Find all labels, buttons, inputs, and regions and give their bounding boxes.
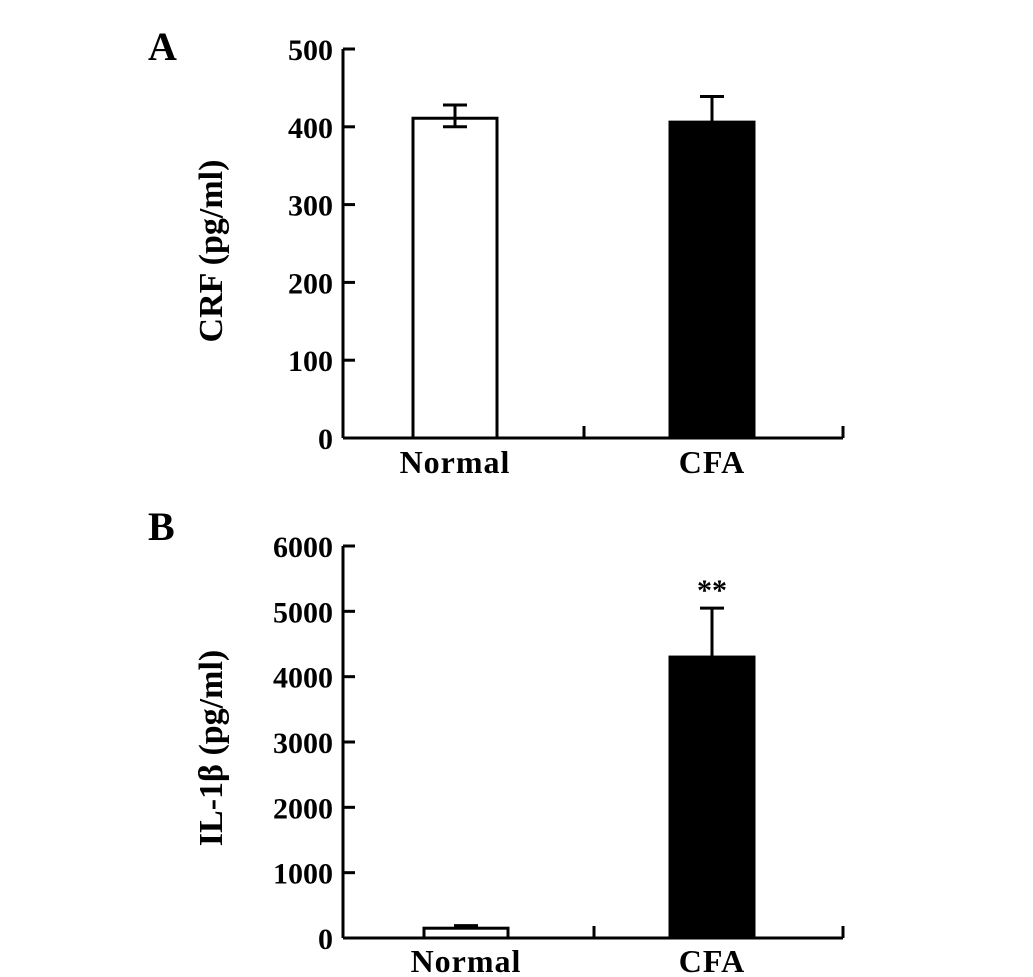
y-tick-label: 3000 bbox=[273, 727, 333, 760]
x-category-label: CFA bbox=[679, 943, 745, 977]
panel-label-a: A bbox=[148, 24, 177, 69]
y-tick-label: 100 bbox=[288, 345, 333, 378]
y-tick-label: 2000 bbox=[273, 792, 333, 825]
significance-annotation: ** bbox=[697, 574, 727, 607]
y-tick-label: 0 bbox=[318, 923, 333, 956]
bar-cfa bbox=[668, 120, 756, 440]
chart-panel-b: B IL-1β (pg/ml) 0 1000 2000 3000 4000 5000 600… bbox=[148, 504, 845, 977]
y-tick-label: 6000 bbox=[273, 531, 333, 564]
bar-cfa bbox=[668, 655, 756, 940]
bar-normal bbox=[422, 926, 510, 940]
plot-area-b: 0 1000 2000 3000 4000 5000 6000 Normal ** CFA bbox=[273, 531, 845, 977]
y-tick-label: 5000 bbox=[273, 596, 333, 629]
plot-area-a: 0 100 200 300 400 500 Normal CFA bbox=[288, 34, 845, 480]
panel-label-b: B bbox=[148, 504, 175, 549]
y-tick-label: 1000 bbox=[273, 858, 333, 891]
y-tick-label: 0 bbox=[318, 423, 333, 456]
y-tick-label: 4000 bbox=[273, 662, 333, 695]
y-axis-label-b: IL-1β (pg/ml) bbox=[193, 650, 230, 846]
x-category-label: CFA bbox=[679, 444, 745, 480]
bar-normal bbox=[411, 116, 499, 440]
x-category-label: Normal bbox=[400, 444, 511, 480]
y-tick-label: 400 bbox=[288, 112, 333, 145]
y-tick-label: 500 bbox=[288, 34, 333, 67]
y-tick-label: 200 bbox=[288, 267, 333, 300]
x-category-label: Normal bbox=[411, 943, 522, 977]
chart-panel-a: A CRF (pg/ml) 0 100 200 300 400 500 Normal CFA bbox=[148, 24, 845, 480]
y-tick-label: 300 bbox=[288, 190, 333, 223]
y-axis-label-a: CRF (pg/ml) bbox=[193, 160, 230, 343]
